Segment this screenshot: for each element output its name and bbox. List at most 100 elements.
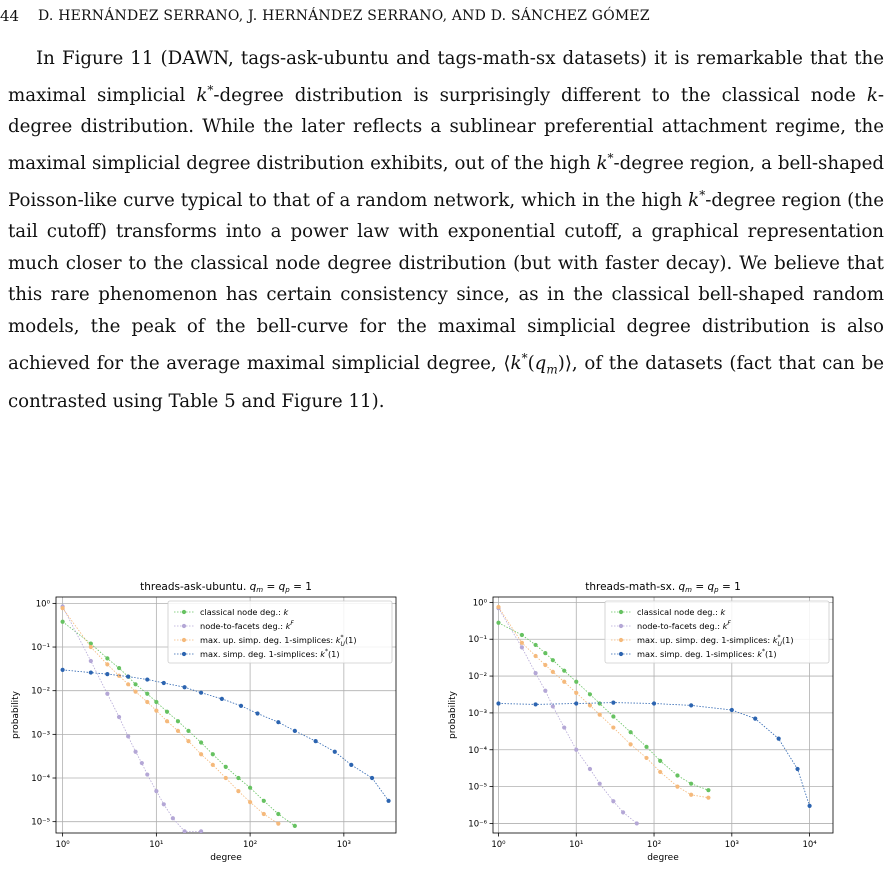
data-point-facets xyxy=(182,829,187,833)
paragraph-run: ( xyxy=(527,352,535,374)
legend-marker xyxy=(181,609,187,615)
series-line-upper xyxy=(498,606,709,799)
data-point-classical xyxy=(574,679,579,684)
plot-frame xyxy=(492,596,834,834)
paragraph-run: -degree distribution is surprisingly dif… xyxy=(213,84,867,106)
chart-title: threads-math-sx. qm = qp = 1 xyxy=(585,581,741,594)
data-point-classical xyxy=(550,658,555,663)
legend-label: max. up. simp. deg. 1-simplices: k* U(1) xyxy=(637,634,794,648)
legend-label: classical node deg.: k xyxy=(637,607,726,617)
legend: classical node deg.: k node-to-facets deg… xyxy=(167,600,393,664)
data-point-upper xyxy=(126,682,131,687)
data-point-classical xyxy=(210,752,215,757)
legend-marker xyxy=(618,623,624,629)
paragraph-run: * xyxy=(521,350,528,365)
data-point-upper xyxy=(706,795,711,800)
data-point-maximal xyxy=(292,728,297,733)
data-point-maximal xyxy=(807,803,812,808)
data-point-maximal xyxy=(198,690,204,695)
y-tick-label: 10⁻² xyxy=(468,672,487,682)
x-axis-label: degree xyxy=(647,853,679,863)
data-point-facets xyxy=(587,766,593,772)
data-point-upper xyxy=(248,800,253,805)
data-point-classical xyxy=(533,642,538,648)
x-axis-label: degree xyxy=(210,853,242,863)
data-point-classical xyxy=(658,758,663,763)
data-point-facets xyxy=(550,704,555,709)
legend-marker xyxy=(181,623,187,629)
data-point-facets xyxy=(105,691,110,696)
data-point-maximal xyxy=(332,749,337,754)
data-point-upper xyxy=(116,673,122,678)
data-point-maximal xyxy=(161,680,166,686)
data-point-classical xyxy=(60,619,65,624)
data-point-facets xyxy=(574,747,579,752)
data-point-upper xyxy=(658,769,663,775)
data-point-upper xyxy=(164,719,170,724)
data-point-classical xyxy=(154,699,159,705)
x-tick-label: 10⁰ xyxy=(55,840,70,850)
series-group xyxy=(496,604,812,826)
data-point-upper xyxy=(145,699,150,705)
data-point-upper xyxy=(88,644,93,650)
legend: classical node deg.: k node-to-facets deg… xyxy=(604,600,830,664)
data-point-facets xyxy=(562,725,567,730)
plot-math-sx-svg: 10⁰ 10¹ 10² 10³ 10⁴ 10⁰ 10⁻¹ 10⁻² 10⁻³ 10⁻⁴ 10⁻⁵ 10… xyxy=(448,581,834,863)
legend-box xyxy=(604,600,830,664)
data-point-maximal xyxy=(313,739,318,744)
data-point-upper xyxy=(550,669,555,674)
paragraph-run: -degree region, a bell-shaped Poisson-li… xyxy=(8,152,884,211)
data-point-classical xyxy=(223,764,228,769)
data-point-classical xyxy=(689,781,694,786)
data-point-maximal xyxy=(611,700,616,705)
data-point-maximal xyxy=(145,677,150,682)
paragraph-run: k xyxy=(866,84,878,106)
data-point-classical xyxy=(133,682,138,687)
data-point-classical xyxy=(175,719,181,724)
data-point-maximal xyxy=(88,670,93,675)
x-tick-label: 10² xyxy=(243,840,257,850)
data-point-upper xyxy=(574,690,579,695)
plot-math-sx: 10⁰ 10¹ 10² 10³ 10⁴ 10⁰ 10⁻¹ 10⁻² 10⁻³ 10⁻⁴ 10⁻⁵ 10… xyxy=(443,578,843,876)
data-point-maximal xyxy=(238,703,244,708)
paragraph-run: k xyxy=(196,84,208,106)
paragraph-run: k xyxy=(688,189,700,211)
data-point-facets xyxy=(198,829,204,833)
data-point-classical xyxy=(644,744,649,749)
y-tick-label: 10⁻¹ xyxy=(31,643,50,653)
data-point-classical xyxy=(628,730,633,735)
data-point-facets xyxy=(533,671,538,676)
y-tick-label: 10⁻³ xyxy=(468,709,487,719)
legend-label: max. up. simp. deg. 1-simplices: k* U(1) xyxy=(200,634,357,648)
data-point-facets xyxy=(133,749,138,754)
data-point-classical xyxy=(496,620,501,625)
data-point-maximal xyxy=(182,685,187,690)
legend-label: node-to-facets deg.: kF xyxy=(200,620,294,631)
data-point-maximal xyxy=(60,667,65,672)
y-tick-label: 10⁻⁵ xyxy=(468,783,487,793)
plot-frame xyxy=(55,596,397,834)
data-point-upper xyxy=(689,792,694,797)
data-point-classical xyxy=(597,701,602,706)
y-tick-label: 10⁰ xyxy=(473,598,488,608)
legend-label: max. simp. deg. 1-simplices: k*(1) xyxy=(200,648,340,659)
data-point-classical xyxy=(105,656,110,661)
y-tick-label: 10⁻² xyxy=(31,687,50,697)
x-tick-label: 10³ xyxy=(725,840,739,850)
data-point-classical xyxy=(276,811,281,817)
data-point-classical xyxy=(236,775,241,781)
data-point-maximal xyxy=(753,716,758,721)
data-point-facets xyxy=(88,658,93,664)
y-axis-label: probability xyxy=(448,690,458,739)
data-point-upper xyxy=(276,821,281,826)
data-point-maximal xyxy=(795,766,800,772)
data-point-facets xyxy=(161,802,166,807)
x-tick-label: 10¹ xyxy=(149,840,163,850)
paragraph-run: -degree region (the tail cutoff) transfo… xyxy=(8,189,884,374)
chart-title: threads-ask-ubuntu. qm = qp = 1 xyxy=(140,581,312,594)
series-line-facets xyxy=(498,607,638,824)
data-point-classical xyxy=(675,773,680,778)
data-point-classical xyxy=(519,632,525,638)
data-point-upper xyxy=(644,755,649,761)
x-tick-label: 10² xyxy=(647,840,661,850)
